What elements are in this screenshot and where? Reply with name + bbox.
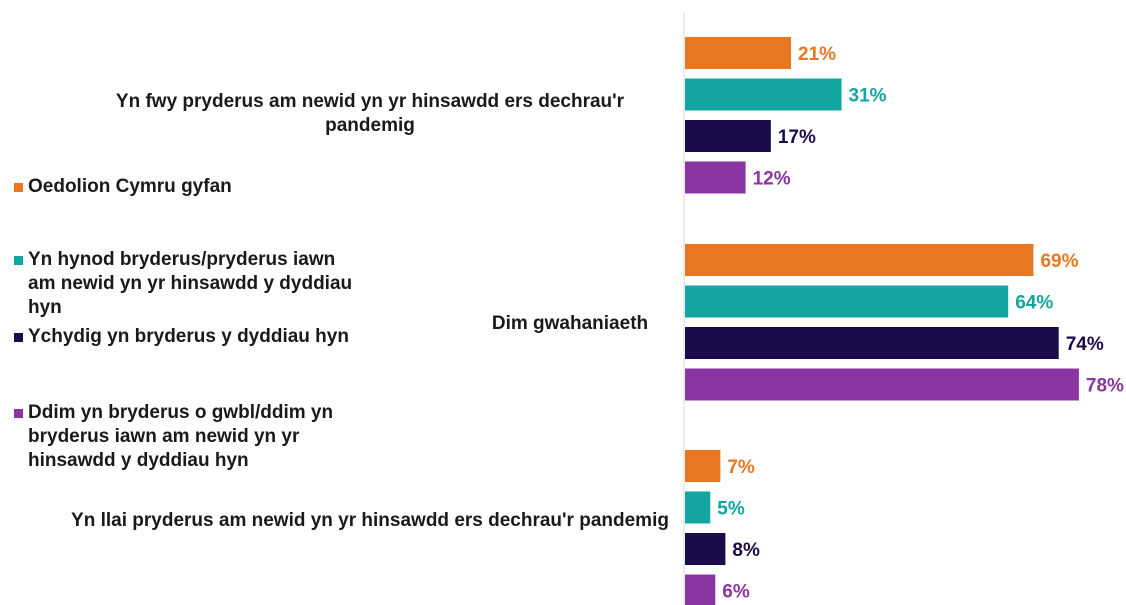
legend-swatch xyxy=(14,183,23,192)
data-label: 8% xyxy=(732,540,760,561)
legend-label: Ychydig yn bryderus y dyddiau hyn xyxy=(28,326,349,347)
legend-swatch xyxy=(14,409,23,418)
bar xyxy=(685,161,746,194)
bar xyxy=(685,37,792,69)
bar xyxy=(685,120,771,152)
legend-item: Oedolion Cymru gyfan xyxy=(14,175,364,199)
bar xyxy=(685,368,1079,401)
legend-item: Ychydig yn bryderus y dyddiau hyn xyxy=(14,325,364,349)
category-label: Yn fwy pryderus am newid yn yr hinsawdd … xyxy=(115,91,625,136)
data-label: 21% xyxy=(798,44,836,65)
data-label: 74% xyxy=(1066,334,1104,355)
data-label: 12% xyxy=(753,169,791,190)
category-label: Dim gwahaniaeth xyxy=(491,313,649,334)
bar xyxy=(685,78,842,111)
legend-swatch xyxy=(14,256,23,265)
legend-swatch xyxy=(14,333,23,342)
data-label: 64% xyxy=(1015,293,1053,314)
bar xyxy=(685,327,1059,359)
data-label: 17% xyxy=(778,127,816,148)
data-label: 31% xyxy=(849,86,887,107)
legend-label: Yn hynod bryderus/pryderus iawn am newid… xyxy=(28,249,353,318)
legend-item: Yn hynod bryderus/pryderus iawn am newid… xyxy=(14,248,364,320)
data-label: 69% xyxy=(1040,251,1078,272)
data-label: 6% xyxy=(722,582,750,603)
bar xyxy=(685,244,1034,276)
bar xyxy=(685,533,726,565)
data-label: 5% xyxy=(717,499,745,520)
bar xyxy=(685,450,721,482)
legend-label: Oedolion Cymru gyfan xyxy=(28,176,232,197)
data-label: 78% xyxy=(1086,376,1124,397)
bar xyxy=(685,574,716,605)
bar xyxy=(685,491,711,524)
legend-item: Ddim yn bryderus o gwbl/ddim yn bryderus… xyxy=(14,401,364,473)
bar xyxy=(685,285,1009,318)
legend-label: Ddim yn bryderus o gwbl/ddim yn bryderus… xyxy=(28,402,334,471)
category-label: Yn llai pryderus am newid yn yr hinsawdd… xyxy=(71,510,669,531)
data-label: 7% xyxy=(727,457,755,478)
